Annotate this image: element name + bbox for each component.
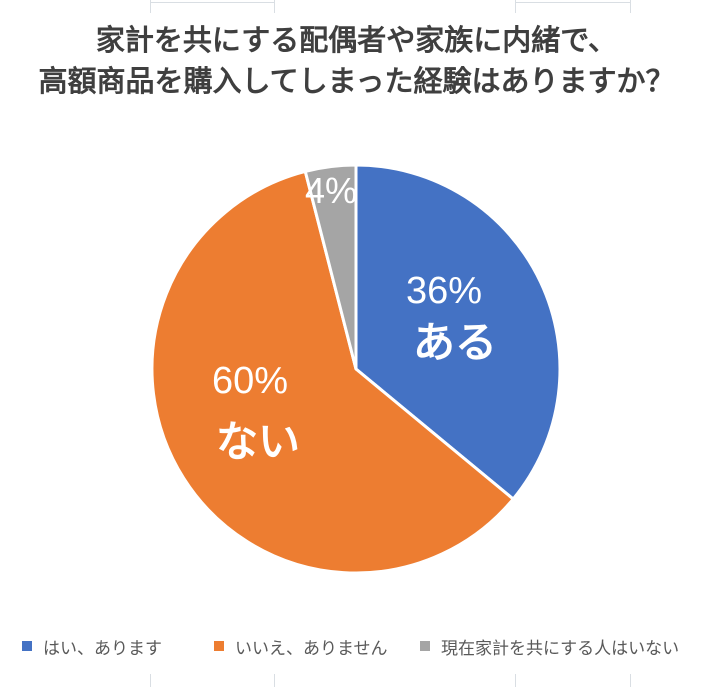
slice-label-percent-no: 60% (211, 360, 289, 402)
gridline-stub (630, 0, 631, 13)
legend-label-yes: はい、あります (43, 638, 162, 658)
gridline-stub (515, 2, 630, 3)
gridline-stub (274, 0, 275, 13)
slice-label-percent-yes: 36% (405, 270, 483, 312)
slice-label-name-no: ない (215, 418, 301, 465)
legend-swatch-no-icon (214, 641, 224, 651)
slice-label-percent-none: 4% (304, 170, 358, 211)
pie-chart (150, 163, 562, 575)
gridline-stub (515, 674, 516, 687)
legend-swatch-yes-icon (22, 641, 32, 651)
legend-label-none: 現在家計を共にする人はいない (441, 638, 680, 658)
pie-slice-0 (354, 163, 562, 501)
pie-slice-1 (150, 169, 515, 575)
gridline-stub (630, 674, 631, 687)
slice-label-name-yes: ある (412, 319, 498, 366)
pie-slice-2 (303, 163, 358, 371)
legend-item-yes: はい、あります (22, 636, 162, 658)
gridline-stub (150, 674, 151, 687)
gridline-stub (150, 0, 151, 13)
legend-item-none: 現在家計を共にする人はいない (420, 636, 680, 658)
gridline-stub (515, 0, 516, 13)
chart-title: 家計を共にする配偶者や家族に内緒で、 高額商品を購入してしまった経験はありますか… (0, 21, 713, 103)
legend-label-no: いいえ、ありません (235, 638, 388, 658)
legend-item-no: いいえ、ありません (214, 636, 388, 658)
legend-swatch-none-icon (420, 641, 430, 651)
chart-title-line-1: 家計を共にする配偶者や家族に内緒で、 (95, 25, 618, 57)
gridline-stub (150, 2, 274, 3)
gridline-stub (274, 674, 275, 687)
chart-title-line-2: 高額商品を購入してしまった経験はありますか？ (38, 66, 675, 98)
